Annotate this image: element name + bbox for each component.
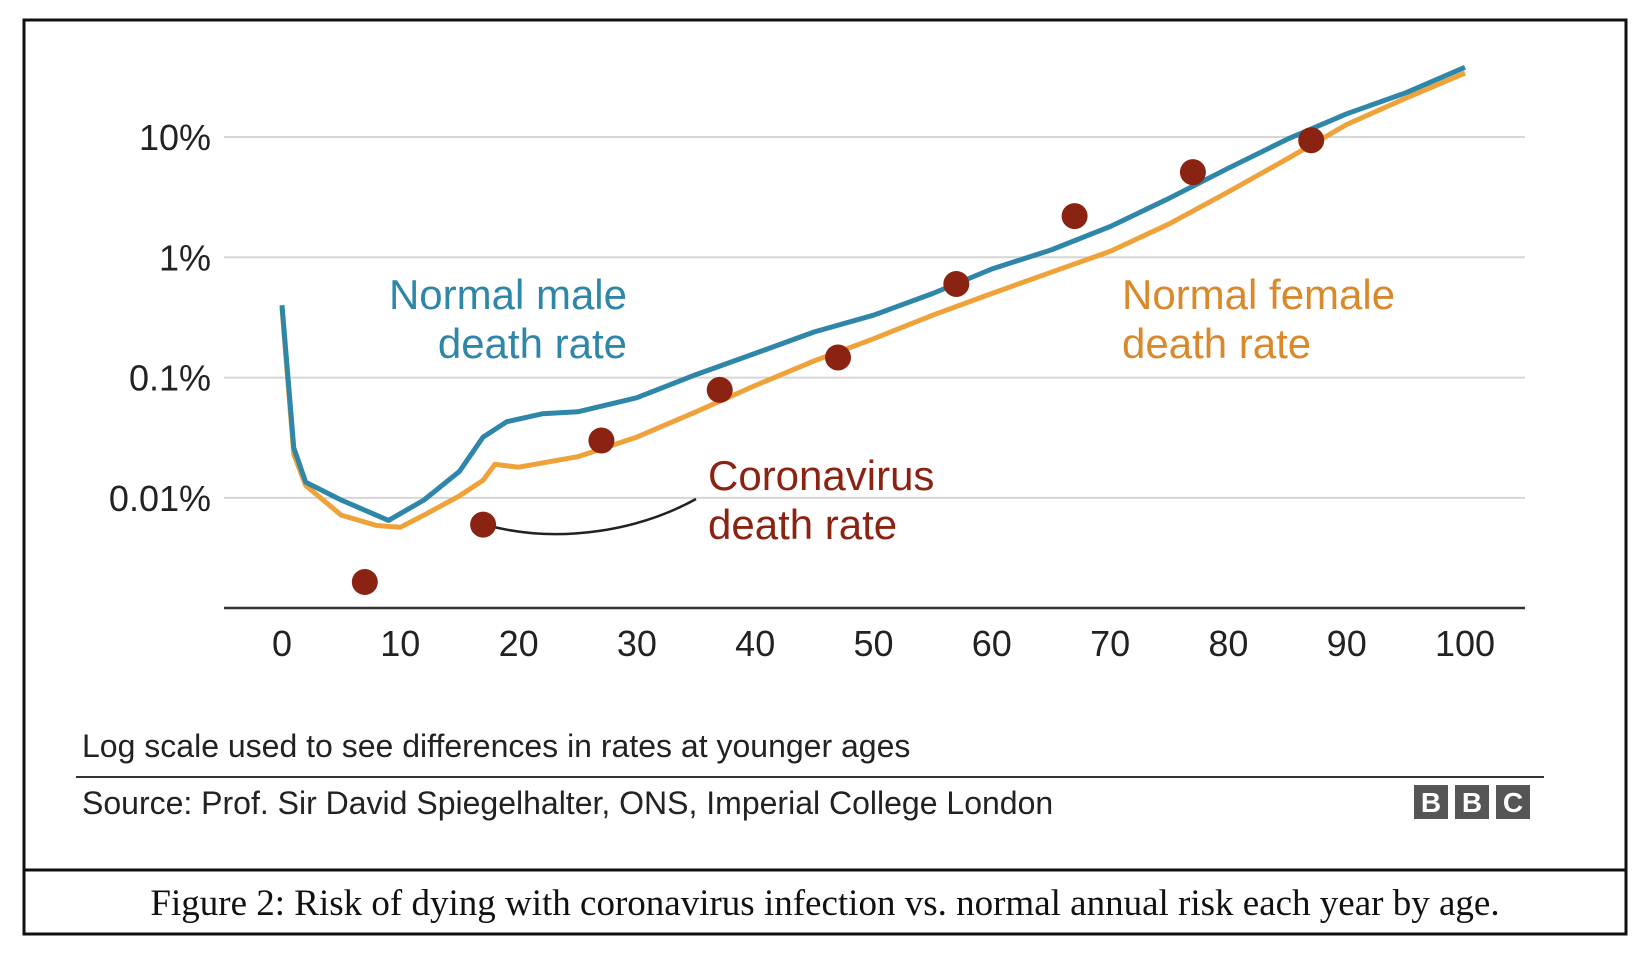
figure-caption: Figure 2: Risk of dying with coronavirus… <box>150 883 1499 924</box>
x-tick-label: 60 <box>972 623 1012 664</box>
x-axis-ticks: 0 10 20 30 40 50 60 70 80 90 100 <box>272 623 1495 664</box>
coronavirus-dot <box>943 270 970 297</box>
source-text: Source: Prof. Sir David Spiegelhalter, O… <box>82 785 1053 821</box>
x-tick-label: 50 <box>853 623 893 664</box>
footnote: Log scale used to see differences in rat… <box>82 728 910 764</box>
y-tick-label: 10% <box>139 117 211 158</box>
x-tick-label: 30 <box>617 623 657 664</box>
x-tick-label: 90 <box>1327 623 1367 664</box>
y-tick-label: 1% <box>159 237 211 278</box>
svg-text:B: B <box>1462 787 1482 818</box>
y-tick-label: 0.01% <box>109 478 211 519</box>
coronavirus-label-line1: Coronavirus <box>708 452 934 499</box>
coronavirus-dot <box>825 344 852 371</box>
female-death-rate-line <box>279 70 1466 530</box>
figure-border <box>22 18 1628 936</box>
x-tick-label: 20 <box>499 623 539 664</box>
x-tick-label: 10 <box>380 623 420 664</box>
female-label-line1: Normal female <box>1122 271 1395 318</box>
coronavirus-dot <box>351 568 378 595</box>
male-label-line1: Normal male <box>389 271 627 318</box>
female-label-line2: death rate <box>1122 320 1311 367</box>
coronavirus-dots <box>351 127 1325 595</box>
x-tick-label: 0 <box>272 623 292 664</box>
coronavirus-dot <box>1298 127 1325 154</box>
coronavirus-dot <box>706 376 733 403</box>
y-axis-ticks: 10% 1% 0.1% 0.01% <box>109 117 211 519</box>
coronavirus-dot <box>588 427 615 454</box>
male-death-rate-line <box>279 65 1466 523</box>
svg-text:B: B <box>1421 787 1441 818</box>
x-tick-label: 40 <box>735 623 775 664</box>
bbc-logo: B B C <box>1414 785 1530 819</box>
male-label-line2: death rate <box>438 320 627 367</box>
svg-text:C: C <box>1503 787 1523 818</box>
x-tick-label: 70 <box>1090 623 1130 664</box>
y-tick-label: 0.1% <box>129 358 211 399</box>
x-tick-label: 80 <box>1208 623 1248 664</box>
coronavirus-dot <box>1179 159 1206 186</box>
x-tick-label: 100 <box>1435 623 1495 664</box>
coronavirus-label-line2: death rate <box>708 501 897 548</box>
coronavirus-dot <box>470 511 497 538</box>
coronavirus-dot <box>1061 203 1088 230</box>
coronavirus-label-connector <box>485 497 697 536</box>
series-lines <box>279 65 1466 530</box>
